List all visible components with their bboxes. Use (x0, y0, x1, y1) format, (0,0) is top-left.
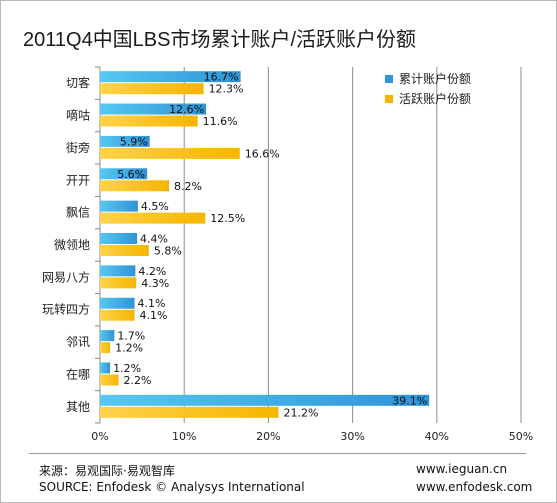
bar-active (100, 180, 170, 192)
x-tick-label: 0% (91, 430, 108, 443)
x-tick-label: 40% (425, 430, 449, 443)
data-label-cumulative: 4.2% (138, 265, 166, 278)
bar-active (100, 212, 206, 224)
bar-active (100, 115, 198, 127)
data-label-active: 21.2% (284, 406, 319, 419)
bar-cumulative (100, 330, 115, 342)
source-url-1: www.ieguan.cn (416, 462, 508, 476)
category-label: 嘀咕 (66, 108, 90, 123)
bar-cumulative (100, 394, 430, 406)
source-url-2: www.enfodesk.com (416, 480, 533, 494)
bar-active (100, 245, 149, 256)
bar-active (100, 147, 240, 159)
data-label-cumulative: 5.9% (120, 135, 148, 148)
source-cn: 来源：易观国际·易观智库 (39, 464, 175, 478)
legend-label-cumulative: 累计账户份额 (399, 72, 472, 86)
bar-active (100, 277, 137, 289)
x-tick-label: 10% (172, 430, 196, 443)
data-label-active: 8.2% (174, 180, 202, 193)
data-label-active: 2.2% (124, 374, 152, 387)
bar-cumulative (100, 265, 136, 277)
source-en: SOURCE: Enfodesk © Analysys Internationa… (39, 480, 305, 494)
category-label: 其他 (66, 400, 90, 414)
category-label: 飘信 (66, 206, 90, 220)
bar-active (100, 374, 119, 386)
bar-cumulative (100, 103, 207, 115)
data-label-cumulative: 4.1% (138, 297, 166, 310)
data-label-active: 4.3% (141, 277, 169, 290)
data-label-active: 4.1% (140, 309, 168, 322)
data-label-cumulative: 1.2% (113, 362, 141, 375)
bar-cumulative (100, 297, 135, 309)
bar-cumulative (100, 168, 148, 180)
category-label: 微领地 (54, 238, 90, 252)
data-label-cumulative: 5.6% (117, 168, 145, 181)
category-label: 开开 (66, 173, 90, 187)
bar-cumulative (100, 362, 111, 374)
data-label-cumulative: 1.7% (117, 330, 145, 343)
category-label: 切客 (66, 75, 90, 90)
data-label-active: 11.6% (203, 115, 238, 128)
category-label: 玩转四方 (42, 302, 90, 317)
x-tick-label: 30% (340, 430, 364, 443)
data-label-cumulative: 4.5% (141, 200, 169, 213)
data-label-active: 16.6% (245, 147, 280, 160)
category-label: 街旁 (66, 140, 90, 155)
data-label-active: 12.5% (210, 212, 245, 225)
bar-cumulative (100, 233, 138, 244)
data-label-cumulative: 12.6% (169, 103, 204, 116)
category-label: 网易八方 (42, 269, 90, 284)
bar-active (100, 342, 111, 354)
legend-swatch-cumulative (385, 75, 393, 83)
x-tick-label: 20% (256, 430, 280, 443)
data-label-active: 1.2% (115, 342, 143, 355)
bar-cumulative (100, 200, 138, 212)
category-label: 在哪 (66, 367, 90, 381)
bar-active (100, 83, 204, 95)
legend-label-active: 活跃账户份额 (399, 92, 472, 106)
x-tick-label: 50% (509, 430, 533, 443)
data-label-active: 12.3% (209, 83, 244, 96)
bar-active (100, 406, 279, 418)
data-label-cumulative: 4.4% (140, 233, 168, 246)
bar-cumulative (100, 135, 150, 147)
data-label-active: 5.8% (154, 245, 182, 258)
footer-divider (29, 453, 526, 454)
bar-cumulative (100, 71, 241, 83)
bar-active (100, 309, 135, 321)
category-label: 邻讯 (66, 335, 90, 349)
chart-title: 2011Q4中国LBS市场累计账户/活跃账户份额 (23, 29, 417, 51)
data-label-cumulative: 39.1% (392, 394, 427, 407)
data-label-cumulative: 16.7% (204, 71, 239, 84)
legend-swatch-active (385, 95, 393, 103)
